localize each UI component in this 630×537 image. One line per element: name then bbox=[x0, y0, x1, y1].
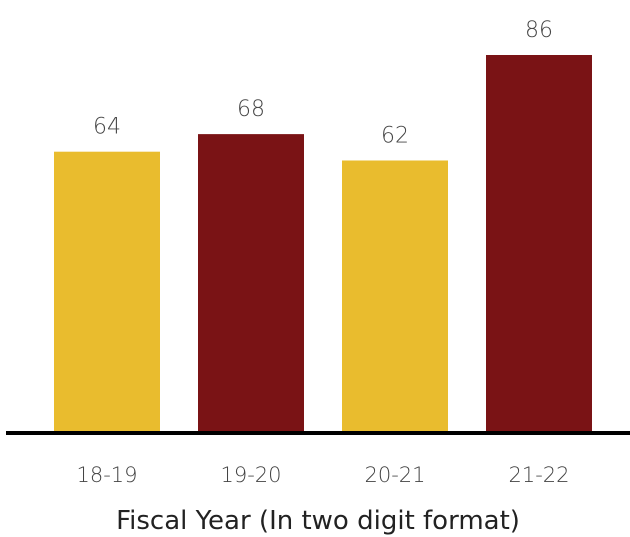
x-tick-label-19-20: 19-20 bbox=[220, 463, 281, 487]
value-label-21-22: 86 bbox=[525, 18, 553, 43]
value-labels-group: 64 68 62 86 bbox=[93, 18, 553, 148]
bar-18-19 bbox=[54, 151, 160, 433]
value-label-20-21: 62 bbox=[381, 123, 409, 148]
x-tick-label-20-21: 20-21 bbox=[364, 463, 425, 487]
x-tick-labels-group: 18-19 19-20 20-21 21-22 bbox=[76, 463, 569, 487]
x-axis-title: Fiscal Year (In two digit format) bbox=[116, 506, 520, 536]
x-tick-label-21-22: 21-22 bbox=[508, 463, 569, 487]
bar-19-20 bbox=[198, 134, 304, 433]
value-label-18-19: 64 bbox=[93, 115, 121, 140]
value-label-19-20: 68 bbox=[237, 97, 265, 122]
bar-21-22 bbox=[486, 55, 592, 433]
x-tick-label-18-19: 18-19 bbox=[76, 463, 137, 487]
bars-group bbox=[54, 55, 592, 433]
bar-20-21 bbox=[342, 160, 448, 433]
